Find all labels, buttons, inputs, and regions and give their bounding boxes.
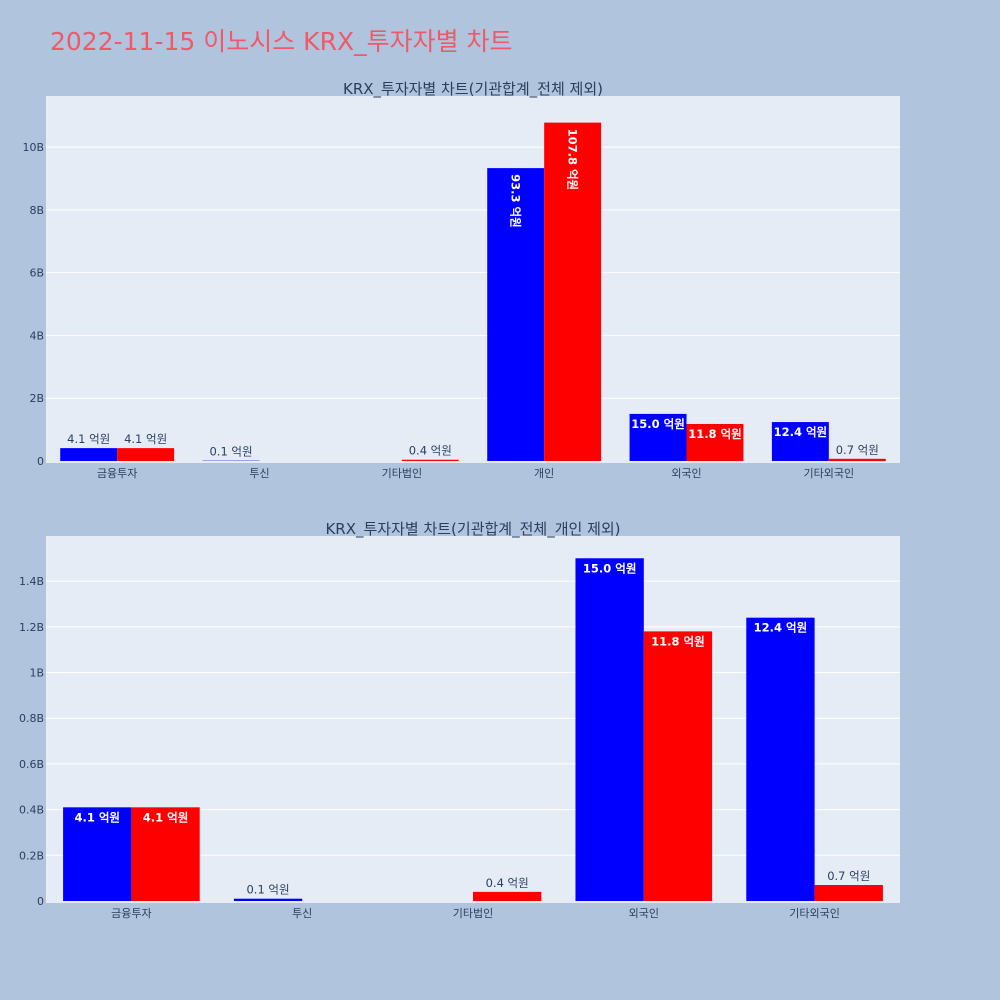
data-label: 0.1 억원 <box>209 445 252 459</box>
data-label: 15.0 억원 <box>583 561 637 575</box>
data-label: 4.1 억원 <box>74 810 120 824</box>
bar <box>814 885 883 901</box>
data-label: 4.1 억원 <box>124 432 167 446</box>
y-tick-label: 0.8B <box>19 712 44 725</box>
x-tick-label: 투신 <box>249 467 269 480</box>
bar <box>575 558 644 901</box>
data-label: 12.4 억원 <box>754 621 808 635</box>
data-label: 15.0 억원 <box>631 417 685 431</box>
x-tick-label: 금융투자 <box>111 907 151 920</box>
bar <box>544 122 602 461</box>
bar <box>401 459 459 461</box>
y-tick-label: 4B <box>29 329 44 342</box>
bar <box>487 168 545 461</box>
data-label: 4.1 억원 <box>67 432 110 446</box>
data-label: 0.4 억원 <box>486 876 529 890</box>
data-label: 4.1 억원 <box>143 810 189 824</box>
y-tick-label: 2B <box>29 392 44 405</box>
chart-title-1: KRX_투자자별 차트(기관합계_전체 제외) <box>343 80 603 99</box>
bar <box>746 617 815 901</box>
y-tick-label: 1B <box>29 667 44 680</box>
data-label: 93.3 억원 <box>509 174 523 228</box>
x-tick-label: 기타법인 <box>382 467 422 480</box>
bar <box>629 413 687 461</box>
data-label: 107.8 억원 <box>566 129 580 191</box>
data-label: 0.7 억원 <box>836 443 879 457</box>
x-tick-label: 기타법인 <box>453 907 493 920</box>
page-title: 2022-11-15 이노시스 KRX_투자자별 차트 <box>50 27 513 56</box>
y-tick-label: 0 <box>37 895 44 908</box>
bar <box>117 448 175 461</box>
plot-area-1 <box>46 96 900 463</box>
y-tick-label: 6B <box>29 267 44 280</box>
x-tick-label: 기타외국인 <box>789 907 840 920</box>
data-label: 11.8 억원 <box>651 634 705 648</box>
y-tick-label: 1.2B <box>19 621 44 634</box>
bar <box>473 891 542 901</box>
bar <box>643 631 713 901</box>
bar <box>771 422 829 461</box>
chart-title-2: KRX_투자자별 차트(기관합계_전체_개인 제외) <box>325 520 620 539</box>
x-tick-label: 투신 <box>292 907 312 920</box>
y-tick-label: 0.2B <box>19 849 44 862</box>
x-tick-label: 기타외국인 <box>804 467 855 480</box>
data-label: 12.4 억원 <box>774 425 828 439</box>
y-tick-label: 0.4B <box>19 804 44 817</box>
data-label: 0.7 억원 <box>827 869 870 883</box>
bar <box>131 807 200 901</box>
y-tick-label: 10B <box>22 141 44 154</box>
bar <box>63 807 132 901</box>
x-tick-label: 개인 <box>534 467 554 480</box>
x-tick-label: 외국인 <box>671 467 701 480</box>
x-tick-label: 금융투자 <box>97 467 137 480</box>
y-tick-label: 0.6B <box>19 758 44 771</box>
data-label: 11.8 억원 <box>688 427 742 441</box>
y-tick-label: 0 <box>37 455 44 468</box>
y-tick-label: 1.4B <box>19 575 44 588</box>
y-tick-label: 8B <box>29 204 44 217</box>
data-label: 0.4 억원 <box>409 444 452 458</box>
bar <box>60 448 118 461</box>
bar <box>233 898 303 901</box>
x-tick-label: 외국인 <box>629 907 659 920</box>
bar <box>686 423 744 461</box>
data-label: 0.1 억원 <box>246 883 289 897</box>
bar <box>828 458 886 461</box>
